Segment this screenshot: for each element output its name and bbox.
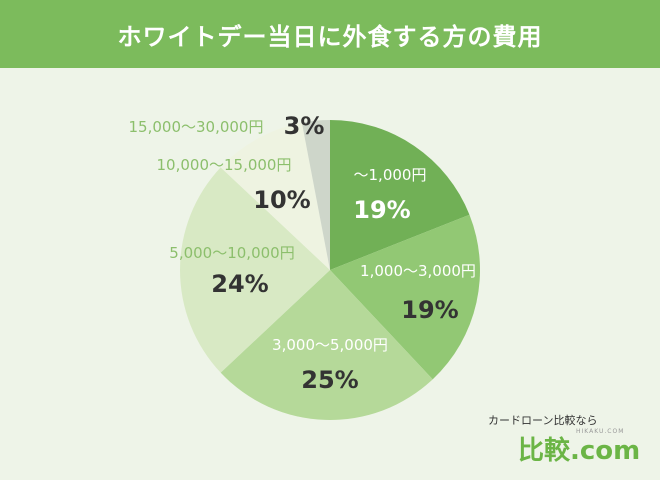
slice-value-label: 19% — [353, 196, 410, 224]
pie-slice — [220, 270, 433, 420]
page-title: ホワイトデー当日に外食する方の費用 — [117, 22, 543, 51]
pie-slice — [330, 120, 470, 270]
slice-value-label: 19% — [401, 296, 458, 324]
slice-category-label: 〜1,000円 — [354, 166, 427, 184]
pie-slice — [330, 214, 480, 380]
slice-category-label: 10,000〜15,000円 — [157, 156, 292, 174]
slice-category-label: 5,000〜10,000円 — [169, 244, 294, 262]
pie-slice — [180, 167, 330, 373]
brand-tagline: カードローン比較なら — [488, 414, 598, 427]
slice-category-label: 15,000〜30,000円 — [129, 118, 264, 136]
brand-logo: 比較.com — [518, 436, 641, 466]
pie-slice — [220, 122, 330, 270]
brand-subtext: HIKAKU.COM — [576, 428, 625, 435]
slice-category-label: 1,000〜3,000円 — [360, 262, 476, 280]
slice-value-label: 3% — [284, 112, 325, 140]
slice-value-label: 24% — [211, 270, 268, 298]
pie-slice — [301, 120, 330, 270]
slice-category-label: 3,000〜5,000円 — [272, 336, 388, 354]
slice-value-label: 10% — [253, 186, 310, 214]
header-banner: ホワイトデー当日に外食する方の費用 — [0, 0, 660, 68]
slice-value-label: 25% — [301, 366, 358, 394]
